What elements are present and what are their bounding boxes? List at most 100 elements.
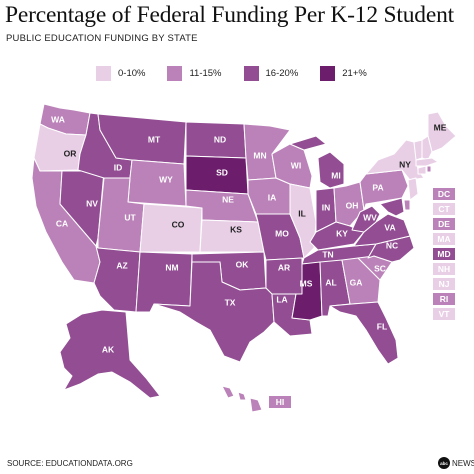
badge-RI	[433, 293, 455, 305]
state-label-OK: OK	[236, 259, 250, 269]
state-DE	[403, 199, 411, 211]
badge-label-NH: NH	[438, 264, 450, 274]
legend-label: 16-20%	[265, 67, 299, 79]
state-label-CO: CO	[172, 219, 185, 229]
state-WY	[127, 159, 187, 207]
badge-label-VT: VT	[439, 309, 451, 319]
state-label-IN: IN	[322, 202, 331, 212]
state-label-MI: MI	[331, 170, 340, 180]
legend-item-0-10: 0-10%	[96, 65, 155, 81]
state-label-WV: WV	[363, 212, 377, 222]
state-AK	[59, 309, 161, 399]
legend-swatch	[243, 65, 259, 81]
state-FL	[329, 301, 399, 365]
state-label-IL: IL	[298, 208, 306, 218]
state-label-GA: GA	[350, 277, 363, 287]
state-label-MT: MT	[148, 134, 161, 144]
legend-label: 11-15%	[189, 67, 222, 79]
state-label-WI: WI	[291, 160, 301, 170]
legend-swatch	[96, 65, 111, 81]
badge-label-MA: MA	[437, 234, 450, 244]
state-label-ID: ID	[114, 162, 123, 172]
state-NJ	[407, 177, 419, 201]
legend-item-21-plus: 21+%	[320, 65, 377, 81]
abc-logo-mark: abc	[438, 457, 450, 469]
legend-label: 0-10%	[118, 67, 146, 79]
news-logo-text: NEWS	[452, 458, 474, 468]
badge-HI	[269, 396, 291, 408]
state-label-KY: KY	[336, 228, 348, 238]
state-IL	[289, 183, 317, 259]
state-MA	[415, 157, 439, 167]
state-label-SD: SD	[216, 167, 228, 177]
state-label-AR: AR	[278, 262, 290, 272]
state-label-PA: PA	[372, 182, 383, 192]
state-label-WA: WA	[51, 114, 65, 124]
badge-label-NJ: NJ	[439, 279, 450, 289]
badge-VT	[433, 308, 455, 320]
state-label-TX: TX	[225, 297, 236, 307]
state-CT	[417, 165, 427, 175]
state-label-AK: AK	[102, 344, 115, 354]
state-label-AZ: AZ	[116, 260, 127, 270]
state-label-OR: OR	[64, 148, 77, 158]
badge-label-MD: MD	[437, 249, 450, 259]
state-WV	[351, 205, 381, 233]
state-VA	[353, 213, 411, 247]
state-NM	[135, 251, 193, 313]
badge-CT	[433, 203, 455, 215]
legend-swatch	[167, 65, 183, 81]
badge-NJ	[433, 278, 455, 290]
state-label-VA: VA	[384, 222, 395, 232]
legend-item-16-20: 16-20%	[243, 65, 309, 81]
state-label-NE: NE	[222, 194, 234, 204]
badge-label-HI: HI	[276, 397, 285, 407]
state-VT	[413, 139, 423, 161]
state-label-CA: CA	[56, 218, 68, 228]
state-label-ME: ME	[434, 122, 447, 132]
badge-DE	[433, 218, 455, 230]
state-NH	[421, 135, 433, 161]
state-label-SC: SC	[374, 263, 386, 273]
state-AZ	[93, 245, 141, 313]
state-label-TN: TN	[322, 249, 333, 259]
state-label-WY: WY	[159, 174, 173, 184]
state-NC	[367, 235, 415, 263]
state-MD	[379, 197, 405, 217]
badge-MD	[433, 248, 455, 260]
legend-swatch	[320, 65, 336, 81]
state-RI	[426, 165, 432, 173]
legend-item-11-15: 11-15%	[167, 65, 231, 81]
page-title: Percentage of Federal Funding Per K-12 S…	[5, 2, 454, 28]
state-label-MS: MS	[300, 278, 313, 288]
state-label-LA: LA	[276, 294, 287, 304]
state-label-MO: MO	[275, 228, 289, 238]
state-label-NM: NM	[165, 262, 178, 272]
badge-label-DE: DE	[438, 219, 450, 229]
state-label-NY: NY	[399, 159, 411, 169]
legend-label: 21+%	[342, 67, 367, 79]
state-label-IA: IA	[268, 192, 277, 202]
state-label-FL: FL	[377, 321, 387, 331]
source-note: SOURCE: EDUCATIONDATA.ORG	[7, 459, 133, 468]
state-label-NC: NC	[386, 240, 398, 250]
state-MI	[289, 135, 345, 189]
state-label-OH: OH	[346, 200, 359, 210]
badge-MA	[433, 233, 455, 245]
badge-DC	[433, 188, 455, 200]
badge-label-DC: DC	[438, 189, 450, 199]
page-subtitle: PUBLIC EDUCATION FUNDING BY STATE	[6, 33, 198, 44]
state-label-UT: UT	[124, 212, 136, 222]
abc-news-logo: abc NEWS	[438, 457, 474, 469]
state-TX	[153, 261, 275, 363]
badge-NH	[433, 263, 455, 275]
state-label-AL: AL	[325, 277, 336, 287]
state-label-ND: ND	[214, 134, 226, 144]
state-label-KS: KS	[230, 224, 242, 234]
badge-label-RI: RI	[440, 294, 449, 304]
badge-label-CT: CT	[438, 204, 450, 214]
state-label-NV: NV	[86, 198, 98, 208]
state-label-MN: MN	[253, 150, 266, 160]
state-HI	[221, 385, 263, 413]
